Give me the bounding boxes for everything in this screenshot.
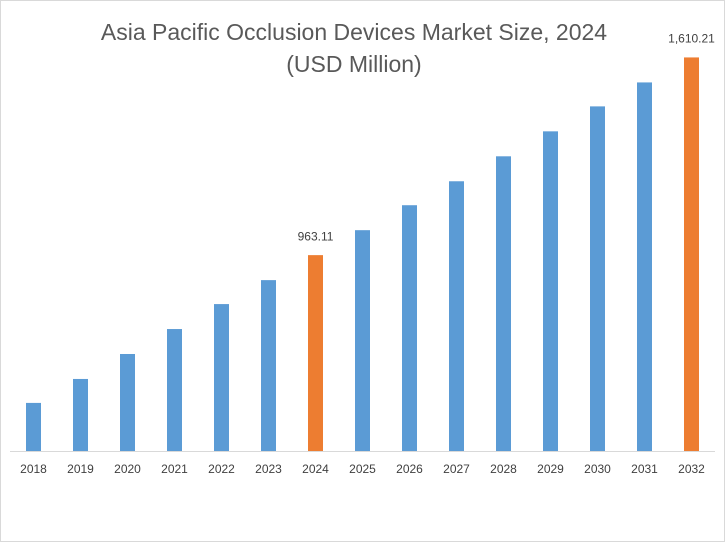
bar xyxy=(355,230,370,451)
bar xyxy=(26,402,41,451)
x-tick-label: 2024 xyxy=(302,462,329,476)
bar xyxy=(543,131,558,451)
chart-subtitle: (USD Million) xyxy=(286,51,421,77)
x-tick-label: 2031 xyxy=(631,462,658,476)
x-tick-label: 2028 xyxy=(490,462,517,476)
x-tick-label: 2019 xyxy=(67,462,94,476)
bar xyxy=(120,353,135,451)
x-tick-label: 2029 xyxy=(537,462,564,476)
x-tick-label: 2026 xyxy=(396,462,423,476)
bar xyxy=(637,82,652,451)
x-tick-label: 2020 xyxy=(114,462,141,476)
bar xyxy=(308,255,323,451)
bar xyxy=(496,156,511,452)
bar xyxy=(402,205,417,451)
chart-title: Asia Pacific Occlusion Devices Market Si… xyxy=(101,19,607,45)
x-tick-label: 2022 xyxy=(208,462,235,476)
x-tick-label: 2030 xyxy=(584,462,611,476)
x-tick-label: 2027 xyxy=(443,462,470,476)
bar xyxy=(214,304,229,451)
bar xyxy=(590,106,605,451)
bar xyxy=(684,57,699,451)
x-tick-label: 2018 xyxy=(20,462,47,476)
x-tick-label: 2025 xyxy=(349,462,376,476)
x-tick-label: 2023 xyxy=(255,462,282,476)
bar xyxy=(261,280,276,451)
value-label: 963.11 xyxy=(298,229,334,243)
x-tick-label: 2021 xyxy=(161,462,188,476)
bar xyxy=(449,181,464,451)
bar xyxy=(73,378,88,451)
value-label: 1,610.21 xyxy=(668,32,715,46)
bar xyxy=(167,329,182,451)
x-tick-label: 2032 xyxy=(678,462,705,476)
